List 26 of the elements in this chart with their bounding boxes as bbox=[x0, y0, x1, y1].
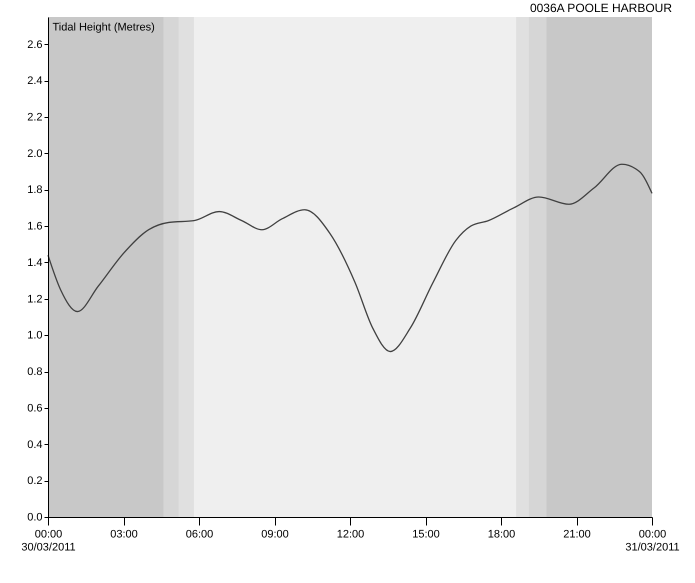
line-series bbox=[47, 164, 653, 352]
y-tick-label: 1.2 bbox=[27, 293, 42, 306]
x-tick-label: 12:00 bbox=[336, 528, 364, 540]
y-tick-label: 0.2 bbox=[27, 475, 42, 488]
y-tick-label: 1.4 bbox=[27, 256, 42, 269]
y-axis-title: Tidal Height (Metres) bbox=[52, 22, 155, 34]
y-tick-label: 1.0 bbox=[27, 330, 42, 342]
y-tick-label: 2.0 bbox=[27, 148, 42, 160]
x-tick-label: 00:00 31/03/2011 bbox=[625, 528, 680, 554]
y-tick-label: 2.4 bbox=[27, 75, 42, 88]
x-tick-label: 15:00 bbox=[412, 528, 440, 540]
x-tick-label: 21:00 bbox=[563, 528, 591, 540]
x-tick-label: 03:00 bbox=[110, 528, 138, 540]
y-tick-label: 1.6 bbox=[27, 220, 42, 233]
x-tick-label: 18:00 bbox=[488, 528, 516, 540]
x-tick-label: 09:00 bbox=[261, 528, 289, 540]
y-tick-label: 2.6 bbox=[27, 38, 42, 51]
chart-title: 0036A POOLE HARBOUR bbox=[530, 1, 672, 15]
x-tick-label: 00:00 30/03/2011 bbox=[21, 528, 76, 554]
y-tick-label: 0.0 bbox=[27, 512, 42, 524]
y-tick-label: 0.4 bbox=[27, 438, 42, 451]
y-tick-label: 0.8 bbox=[27, 366, 42, 378]
y-tick-label: 1.8 bbox=[27, 184, 42, 196]
y-tick-label: 2.2 bbox=[27, 112, 42, 124]
y-tick-label: 0.6 bbox=[27, 402, 42, 414]
x-tick-label: 06:00 bbox=[186, 528, 214, 540]
